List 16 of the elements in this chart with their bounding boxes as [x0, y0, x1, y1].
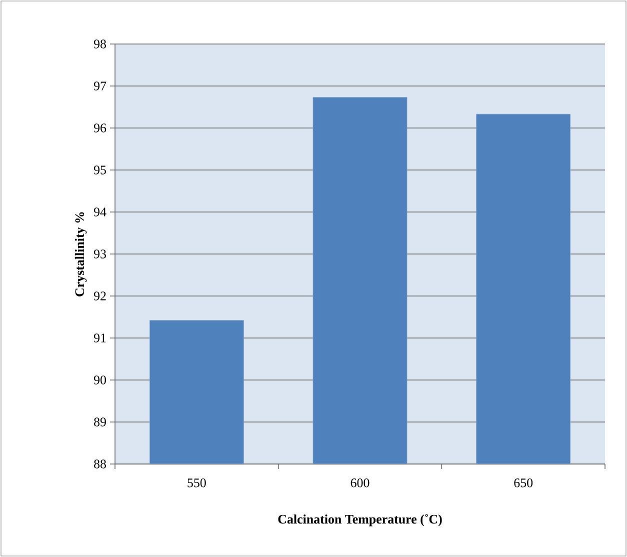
x-tick-label: 600 [350, 478, 370, 488]
y-tick-label: 96 [94, 124, 106, 132]
y-tick-label: 91 [94, 334, 106, 342]
y-tick-label: 88 [94, 460, 106, 468]
y-axis-title: Crystallinity % [74, 212, 87, 296]
y-tick-label: 98 [94, 40, 106, 48]
y-tick-label: 93 [94, 250, 106, 258]
y-tick-label: 89 [94, 418, 106, 426]
y-tick-label: 94 [94, 208, 106, 216]
y-tick-label: 97 [94, 82, 106, 90]
x-tick-label: 550 [188, 478, 206, 488]
y-tick-label: 95 [94, 166, 106, 174]
y-tick-label: 92 [94, 292, 106, 300]
x-axis-title: Calcination Temperature (˚C) [278, 514, 442, 526]
y-tick-label: 90 [94, 376, 106, 384]
x-tick-label: 650 [514, 478, 533, 488]
